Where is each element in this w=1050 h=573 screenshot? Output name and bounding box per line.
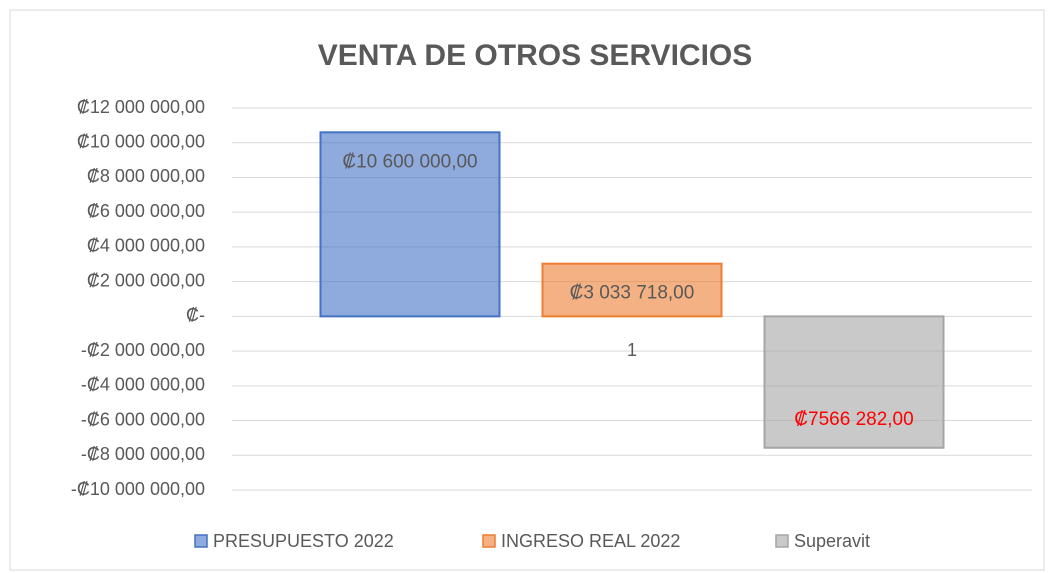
legend-swatch — [775, 534, 789, 548]
y-tick-label: ₡12 000 000,00 — [77, 97, 205, 117]
data-label: ₡10 600 000,00 — [342, 151, 477, 172]
y-tick-label: ₡10 000 000,00 — [77, 131, 205, 151]
data-label: ₡3 033 718,00 — [570, 283, 695, 304]
legend-swatch — [482, 534, 496, 548]
data-label: ₡7566 282,00 — [794, 409, 913, 430]
y-tick-label: ₡2 000 000,00 — [87, 270, 205, 290]
y-tick-label: ₡8 000 000,00 — [87, 166, 205, 186]
legend-swatch — [194, 534, 208, 548]
bar — [541, 262, 723, 318]
y-tick-label: ₡- — [186, 305, 205, 325]
legend-label: INGRESO REAL 2022 — [501, 531, 680, 551]
bar — [763, 315, 945, 449]
y-tick-label: -₡10 000 000,00 — [71, 479, 205, 499]
chart-frame — [9, 9, 1045, 571]
y-tick-label: -₡2 000 000,00 — [81, 340, 205, 360]
x-tick-label: 1 — [627, 340, 637, 360]
legend-label: PRESUPUESTO 2022 — [213, 531, 394, 551]
y-tick-label: -₡8 000 000,00 — [81, 444, 205, 464]
y-tick-label: ₡6 000 000,00 — [87, 201, 205, 221]
y-tick-label: -₡6 000 000,00 — [81, 409, 205, 429]
y-tick-label: -₡4 000 000,00 — [81, 375, 205, 395]
bar — [319, 131, 501, 318]
chart-title: VENTA DE OTROS SERVICIOS — [318, 39, 753, 72]
legend-label: Superavit — [794, 531, 870, 551]
y-tick-label: ₡4 000 000,00 — [87, 236, 205, 256]
